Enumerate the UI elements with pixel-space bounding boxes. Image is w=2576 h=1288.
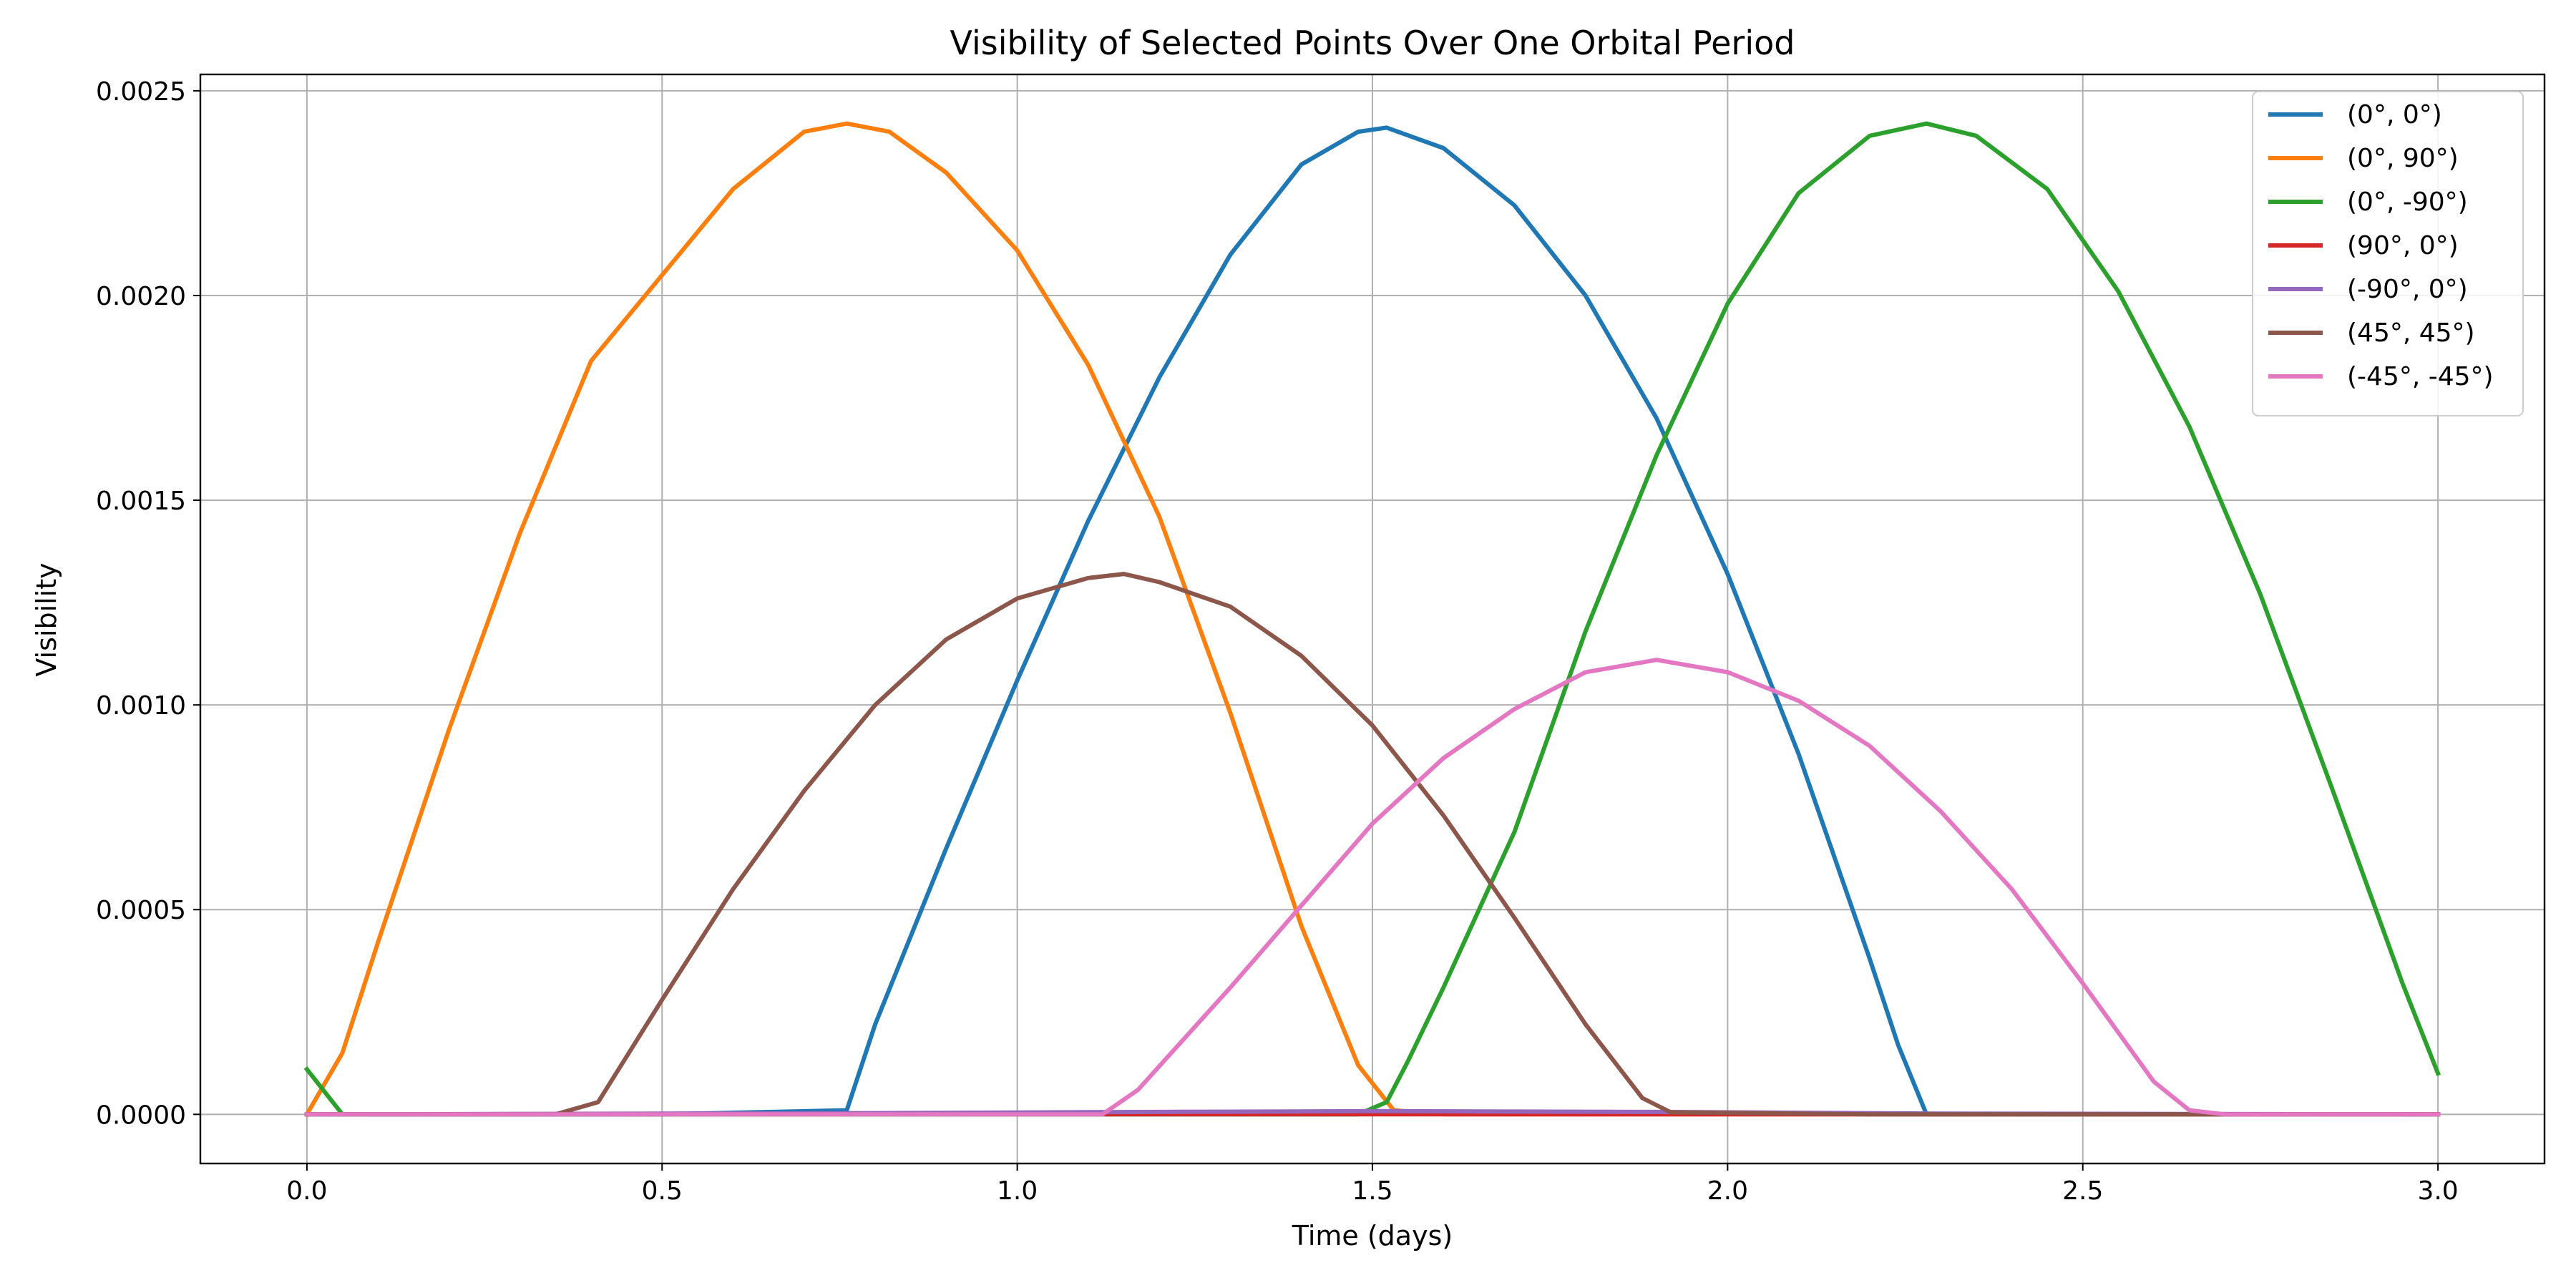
legend-label: (90°, 0°) (2347, 231, 2459, 260)
series-lines (303, 121, 2441, 1118)
x-axis-label: Time (days) (1292, 1220, 1453, 1252)
y-tick-label: 0.0020 (96, 282, 186, 311)
legend-label: (-45°, -45°) (2347, 362, 2494, 391)
axis-ticks: 0.0 0.5 1.0 1.5 2.0 2.5 3.0 0.0000 0.0005 0.0010 0… (96, 77, 2459, 1206)
x-tick-label: 1.0 (997, 1176, 1038, 1206)
x-tick-label: 3.0 (2417, 1176, 2458, 1206)
legend: (0°, 0°) (0°, 90°) (0°, -90°) (90°, 0°) (-90… (2252, 91, 2524, 416)
x-tick-label: 1.5 (1352, 1176, 1392, 1206)
legend-label: (-90°, 0°) (2347, 275, 2468, 304)
series-line-0 (304, 125, 2441, 1117)
x-tick-label: 2.5 (2062, 1176, 2103, 1206)
y-tick-label: 0.0025 (96, 77, 186, 107)
y-tick-label: 0.0010 (96, 691, 186, 721)
legend-label: (0°, 90°) (2347, 144, 2459, 173)
chart-title: Visibility of Selected Points Over One O… (950, 24, 1795, 62)
legend-label: (45°, 45°) (2347, 318, 2475, 348)
y-tick-label: 0.0005 (96, 896, 186, 925)
series-line-6 (304, 658, 2441, 1117)
x-tick-label: 2.0 (1707, 1176, 1748, 1206)
y-tick-label: 0.0015 (96, 487, 186, 516)
x-tick-label: 0.0 (286, 1176, 327, 1206)
series-line-1 (303, 121, 2441, 1118)
series-line-2 (303, 121, 2441, 1117)
x-tick-label: 0.5 (642, 1176, 683, 1206)
legend-label: (0°, -90°) (2347, 187, 2468, 217)
series-line-5 (304, 572, 2441, 1117)
y-axis-label: Visibility (31, 562, 62, 676)
y-tick-label: 0.0000 (96, 1101, 186, 1130)
legend-label: (0°, 0°) (2347, 100, 2442, 130)
